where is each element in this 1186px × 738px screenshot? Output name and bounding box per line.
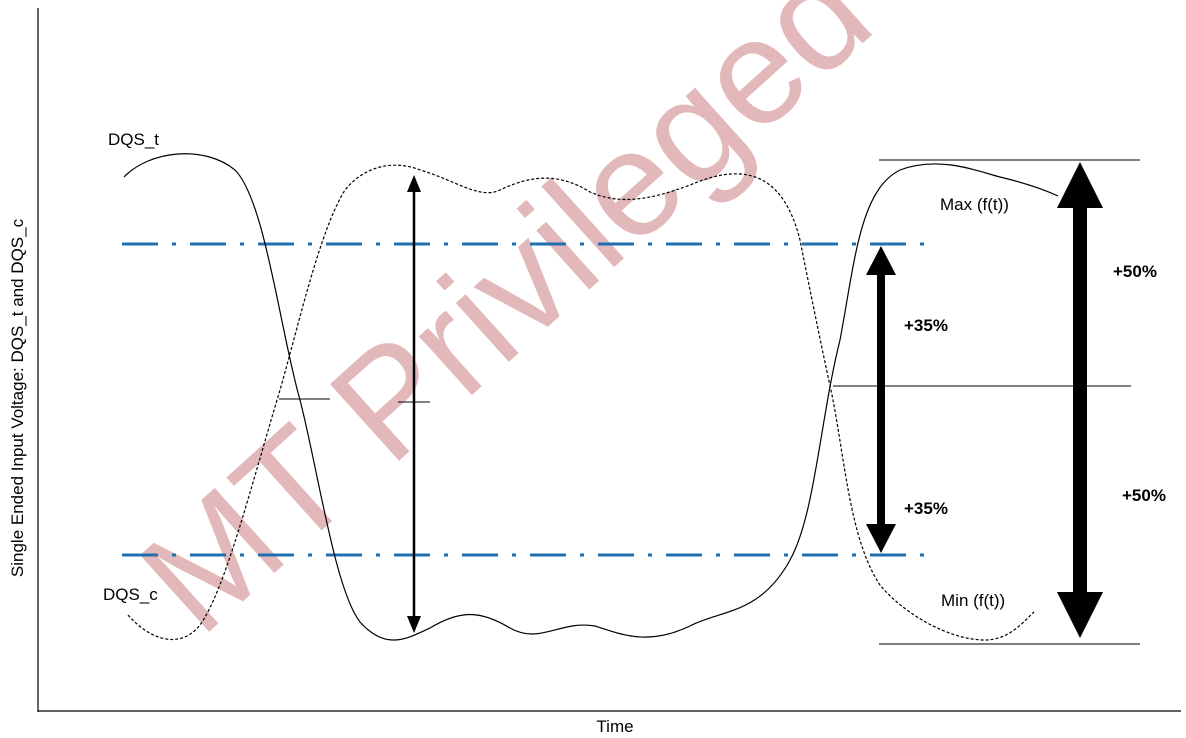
inner-arrow-top (866, 246, 896, 275)
dqs-c-waveform (127, 164, 1035, 641)
dqs-c-label: DQS_c (103, 585, 158, 604)
dqs-t-waveform (123, 153, 1059, 641)
outer-arrow-bottom (1057, 592, 1103, 638)
eye-height-arrow-top (407, 175, 421, 192)
max-label: Max (f(t)) (940, 195, 1009, 214)
upper-inner-percent: +35% (904, 316, 948, 335)
y-axis-label: Single Ended Input Voltage: DQS_t and DQ… (8, 218, 27, 577)
lower-outer-percent: +50% (1122, 486, 1166, 505)
min-label: Min (f(t)) (941, 591, 1005, 610)
watermark: MT Privileged and (109, 0, 1118, 664)
dqs-t-label: DQS_t (108, 130, 159, 149)
outer-arrow-top (1057, 162, 1103, 208)
eye-height-arrow-bottom (407, 616, 421, 633)
upper-outer-percent: +50% (1113, 262, 1157, 281)
lower-inner-percent: +35% (904, 499, 948, 518)
inner-arrow-bottom (866, 524, 896, 553)
x-axis-label: Time (596, 717, 633, 736)
